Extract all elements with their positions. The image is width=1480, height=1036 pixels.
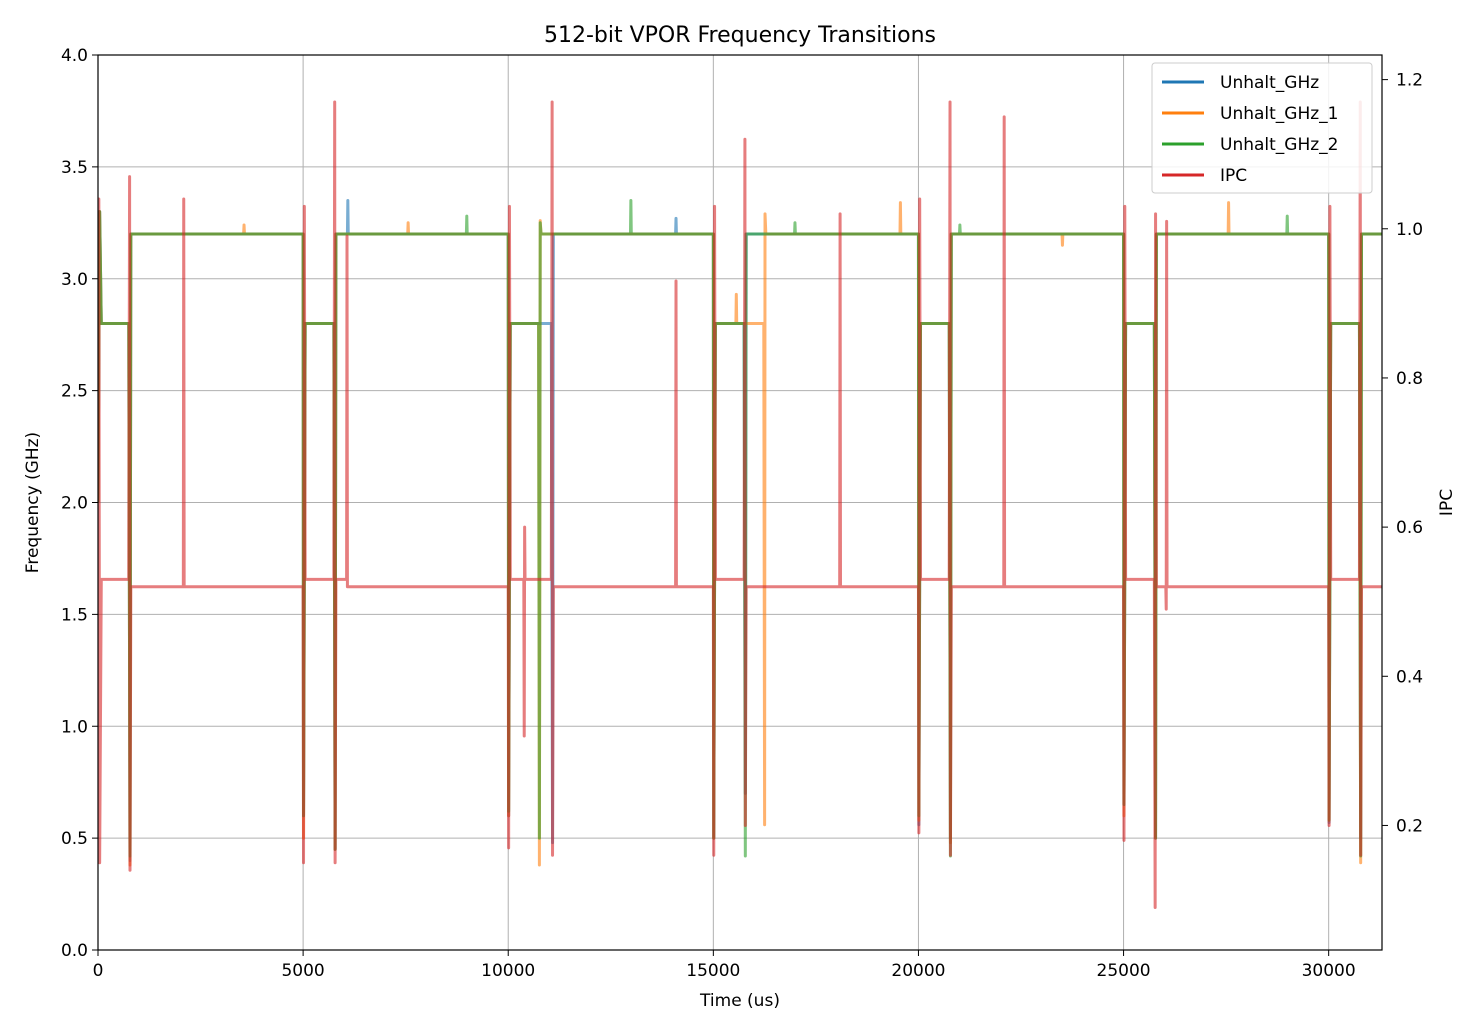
y2-tick-label: 1.0 [1396,220,1423,240]
y-tick-label: 3.0 [61,270,88,290]
x-tick-label: 20000 [891,961,945,981]
legend-label: Unhalt_GHz_2 [1220,135,1339,155]
y-tick-label: 2.5 [61,382,88,402]
y2-tick-label: 0.6 [1396,518,1423,538]
y-tick-label: 0.0 [61,941,88,961]
legend-label: IPC [1220,166,1247,186]
y-tick-label: 0.5 [61,829,88,849]
y-axis-title: Frequency (GHz) [23,432,43,573]
legend-label: Unhalt_GHz [1220,73,1319,93]
x-axis: 0 5000 10000 15000 20000 25000 30000 [93,950,1356,981]
x-tick-label: 10000 [481,961,535,981]
y-tick-label: 3.5 [61,158,88,178]
y-tick-label: 2.0 [61,494,88,514]
y2-tick-label: 0.4 [1396,667,1423,687]
x-axis-title: Time (us) [699,991,780,1011]
chart-title: 512-bit VPOR Frequency Transitions [544,23,936,48]
y2-tick-label: 0.2 [1396,816,1423,836]
legend: Unhalt_GHz Unhalt_GHz_1 Unhalt_GHz_2 IPC [1151,62,1373,194]
y-tick-label: 4.0 [61,46,88,66]
legend-label: Unhalt_GHz_1 [1220,104,1339,124]
x-tick-label: 25000 [1097,961,1151,981]
legend-box [1151,62,1373,194]
x-tick-label: 15000 [686,961,740,981]
y-axis-right: 0.2 0.4 0.6 0.8 1.0 1.2 [1382,71,1423,836]
series-line-unhalt-ghz-2 [98,198,1382,858]
series-line-unhalt-ghz [98,198,1382,862]
x-tick-label: 30000 [1302,961,1356,981]
x-tick-label: 0 [93,961,104,981]
y2-tick-label: 1.2 [1396,71,1423,91]
series-line-unhalt-ghz-1 [98,201,1382,867]
y2-axis-title: IPC [1437,489,1457,516]
y-axis-left: 0.0 0.5 1.0 1.5 2.0 2.5 3.0 3.5 4.0 [61,46,98,961]
series-lines [98,100,1382,909]
y2-tick-label: 0.8 [1396,369,1423,389]
x-tick-label: 5000 [281,961,324,981]
y-tick-label: 1.0 [61,717,88,737]
y-tick-label: 1.5 [61,605,88,625]
series-line-ipc [98,100,1382,909]
